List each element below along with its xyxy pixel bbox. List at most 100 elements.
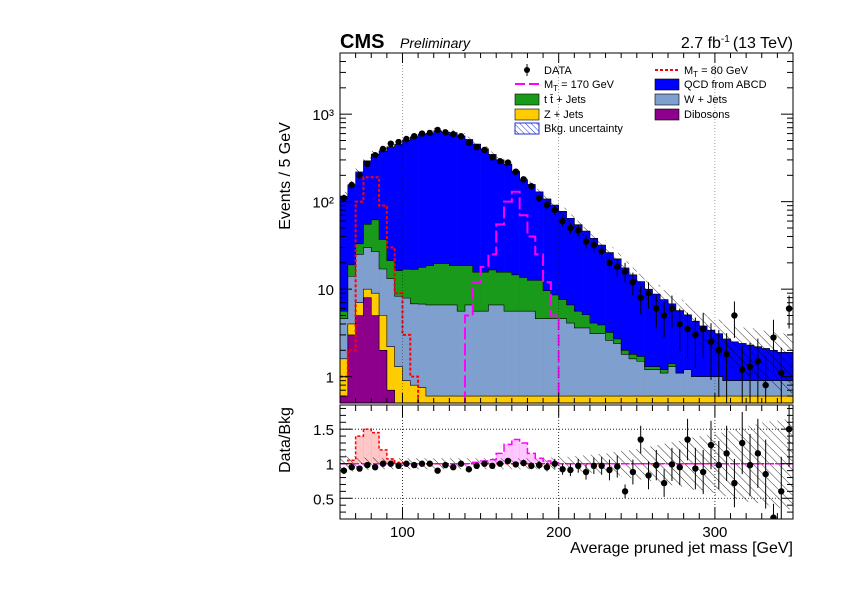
ratio-mt80-line [340,428,793,465]
stack-bar-zjets [621,396,630,403]
ratio-x-tick-labels: 100 200 300 [390,524,727,541]
legend-label-wjets: W + Jets [684,94,728,106]
stack-bar-dibosons [371,315,380,403]
main-panel: 1 10 10² 10³ DATA MT = 80 GeV MT = 170 GeV QCD… [312,52,794,404]
ratio-point [543,463,551,471]
data-point [403,135,410,143]
legend-label-mt80: MT = 80 GeV [684,65,749,79]
stack-bar-wjets [675,373,684,403]
ratio-y-tick-label: 1.5 [313,422,334,439]
stack-bar-zjets [386,346,395,403]
main-x-ticks [355,53,794,403]
stack-bar-wjets [597,333,606,403]
stack-bar-wjets [660,373,669,403]
stack-bar-wjets [488,304,497,403]
stack-bar-wjets [480,311,489,403]
legend-label-ttbar: t t̄ + Jets [544,94,586,106]
stack-bar-wjets [449,304,458,403]
legend-swatch-zjets [514,108,540,121]
stack-bar-zjets [707,396,716,403]
data-point [598,248,605,255]
stack-bar-wjets [519,311,528,403]
uncertainty-bin [589,233,598,244]
stack-bar-zjets [511,396,520,403]
ratio-point [739,439,746,447]
legend-label-zjets: Z + Jets [544,109,584,121]
data-point [614,263,621,271]
stack-bar-wjets [402,298,411,403]
stack-bar-wjets [691,376,700,403]
legend-swatch-wjets [654,93,680,106]
ratio-y-axis-title: Data/Bkg [277,407,294,473]
stack-bar-wjets [457,311,466,403]
ratio-point [629,468,637,476]
stack-bar-zjets [488,396,497,403]
luminosity-label: 2.7 fb-1 (13 TeV) [681,34,793,52]
ratio-y-tick-label: 1 [326,457,334,474]
stack-bar-zjets [699,396,708,403]
stack-bar-wjets [425,304,435,403]
ratio-point [707,441,715,449]
stack-bar-qcd [675,310,684,403]
stack-bar-zjets [582,396,591,403]
stack-outline-ttbar [340,219,793,381]
main-y-axis-title: Events / 5 GeV [277,122,294,230]
ratio-point [645,472,652,479]
data-point [426,129,434,137]
uncertainty-bin [558,207,567,216]
ratio-point [699,468,707,476]
stack-bar-zjets [714,396,724,403]
stack-bar-wjets [566,323,575,403]
ratio-point [504,457,512,465]
data-point [442,129,449,136]
ratio-point [684,436,691,443]
legend-swatch-uncertainty [514,122,540,135]
legend: DATA MT = 80 GeV MT = 170 GeV QCD from ABCD… [514,64,767,135]
data-point [590,241,598,249]
stack-bar-wjets [527,311,536,403]
stack-bar-zjets [652,396,661,403]
stack-bar-zjets [441,396,450,403]
ratio-point [692,465,699,472]
main-y-tick-labels: 1 10 10² 10³ [312,107,334,387]
stack-bar-zjets [613,396,622,403]
uncertainty-bin [785,333,793,394]
stack-bar-wjets [589,333,599,403]
data-point [653,305,660,312]
ratio-point [746,461,754,469]
y-tick-label: 10³ [312,107,334,124]
ratio-ticks [340,405,794,519]
ratio-point [465,466,473,473]
ratio-point [590,462,598,469]
luminosity-value: 2.7 fb [681,35,721,52]
uncertainty-bin [355,168,364,176]
x-tick-label: 100 [390,524,415,541]
stack-bar-zjets [597,396,606,403]
ratio-mt80-line-fill [379,449,388,464]
ratio-point [481,460,488,467]
uncertainty-bin [652,284,661,306]
ratio-point [606,466,613,474]
data-point [739,366,746,373]
legend-swatch-ttbar [514,93,540,106]
stack-bar-wjets [621,354,630,403]
ratio-point [660,479,668,487]
stack-bar-zjets [535,396,544,403]
stack-outline-dibosons [340,297,403,403]
stack-bar-zjets [691,396,700,403]
data-point [660,312,668,319]
data-point [535,194,543,202]
luminosity-exponent: -1 [721,34,730,45]
ratio-point [637,436,644,443]
ratio-y-tick-labels: 0.5 1 1.5 [313,422,334,508]
ratio-point [364,461,371,469]
stack-bar-zjets [519,396,528,403]
stack-bar-wjets [441,304,450,403]
data-point [489,154,496,161]
legend-label-mt170: MT = 170 GeV [544,79,615,93]
stack-bar-zjets [628,396,638,403]
ratio-point [621,488,629,495]
data-point [387,140,394,147]
ratio-point [457,460,465,467]
ratio-point [395,462,402,469]
